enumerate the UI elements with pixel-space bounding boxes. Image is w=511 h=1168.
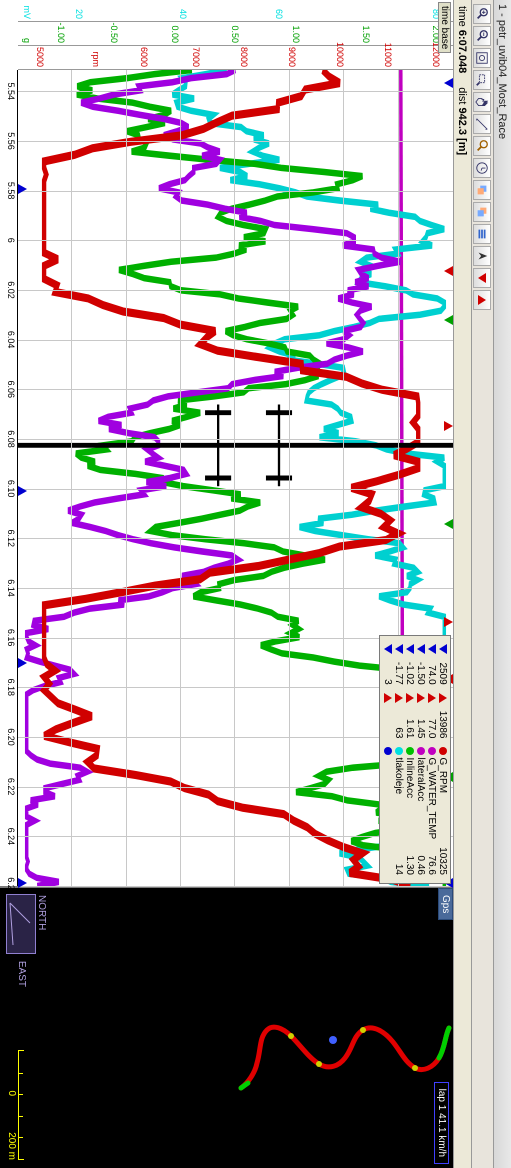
map-pane[interactable]: Gps lap 1 41.1 km/h NORTH EAST 0 200 m: [0, 888, 453, 1168]
info-bar: time 6:07.048 dist 942.3 [m]: [453, 0, 471, 1168]
clock-icon[interactable]: [474, 158, 492, 178]
zoom-in-icon[interactable]: [474, 4, 492, 24]
nav-icon[interactable]: [474, 246, 492, 266]
hand-icon[interactable]: [474, 92, 492, 112]
layers-a-icon[interactable]: [474, 180, 492, 200]
compass-north: NORTH: [36, 895, 47, 930]
map-scale: 0 200 m: [6, 1050, 24, 1160]
scale-left: 0: [6, 1091, 17, 1097]
compass: NORTH EAST: [6, 894, 36, 954]
y-axis: 80604020mV2.001.501.000.500.00-0.50-1.00…: [18, 0, 453, 70]
toolbar: [471, 0, 493, 1168]
chart-body[interactable]: time base 250913986G_RPM1032574.077.0G_W…: [0, 0, 453, 886]
zoom-region-icon[interactable]: [474, 70, 492, 90]
pick-icon[interactable]: [474, 136, 492, 156]
zoom-fit-icon[interactable]: [474, 48, 492, 68]
compass-east: EAST: [16, 961, 27, 987]
legend: 250913986G_RPM1032574.077.0G_WATER_TEMP7…: [379, 635, 451, 884]
dist-value: 942.3 [m]: [457, 107, 469, 155]
marker-down-icon[interactable]: [474, 268, 492, 288]
chart-pane: time base 250913986G_RPM1032574.077.0G_W…: [0, 0, 453, 888]
time-value: 6:07.048: [457, 30, 469, 73]
dist-label: dist: [457, 87, 469, 104]
zoom-out-icon[interactable]: [474, 26, 492, 46]
time-label: time: [457, 6, 469, 27]
layers-b-icon[interactable]: [474, 202, 492, 222]
content: time base 250913986G_RPM1032574.077.0G_W…: [0, 0, 453, 1168]
window-titlebar: 1 - petr_uvib04_Most_Race: [493, 0, 511, 1168]
scale-right: 200 m: [6, 1132, 17, 1160]
marker-up-icon[interactable]: [474, 290, 492, 310]
x-axis: 5.545.565.5866.026.046.066.086.106.126.1…: [0, 70, 18, 886]
bars-icon[interactable]: [474, 224, 492, 244]
timebase-label: time base: [438, 2, 451, 53]
window-title: 1 - petr_uvib04_Most_Race: [497, 4, 509, 139]
measure-icon[interactable]: [474, 114, 492, 134]
